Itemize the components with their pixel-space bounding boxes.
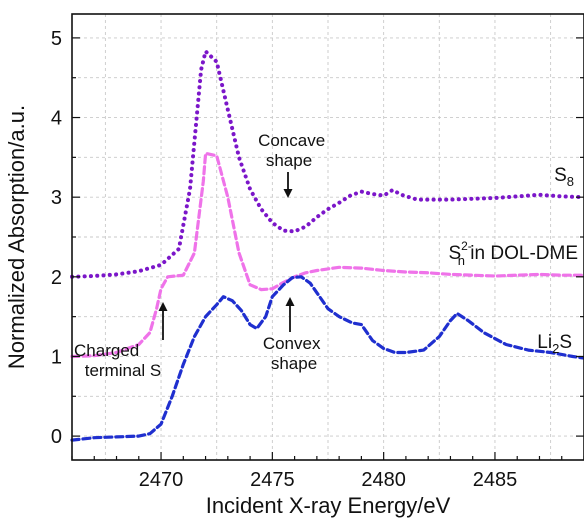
y-tick-label: 0: [51, 426, 62, 448]
annotation-convex-line1: Convex: [263, 334, 321, 353]
x-tick-label: 2475: [250, 469, 295, 491]
x-tick-label: 2470: [139, 469, 184, 491]
svg-text:Charged terminal S: Charged terminal S: [74, 341, 161, 380]
y-tick-label: 3: [51, 187, 62, 209]
tick-labels: 2470 2475 2480 2485 0 1 2 3 4 5: [51, 28, 517, 491]
series-label-sn-sup: 2-: [461, 239, 472, 253]
series-label-li2s-main: Li: [537, 332, 552, 353]
series-line-0: [70, 49, 584, 279]
annotation-charged-line2: terminal S: [85, 361, 162, 380]
annotation-convex-line2: shape: [271, 354, 317, 373]
annotation-charged-line1: Charged: [74, 341, 139, 360]
annotation-charged-terminal: Charged terminal S: [74, 302, 168, 380]
annotation-concave-line1: Concave: [258, 131, 325, 150]
y-tick-label: 5: [51, 28, 62, 50]
series-label-s8-main: S: [554, 165, 567, 186]
series-label-s8: S8: [554, 165, 574, 189]
y-tick-label: 2: [51, 267, 62, 289]
series-label-li2s-rest: S: [559, 332, 572, 353]
series-label-li2s: Li2S: [537, 332, 572, 356]
annotation-convex: Convex shape: [263, 297, 325, 373]
series-layer: [70, 49, 584, 442]
series-label-sn-sub: n: [458, 253, 465, 268]
annotation-concave: Concave shape: [258, 131, 330, 198]
series-label-sn: S2-n in DOL-DME: [448, 239, 578, 268]
svg-text:Convex shape: Convex shape: [263, 334, 325, 373]
series-label-sn-main: S: [448, 243, 461, 264]
x-axis-label: Incident X-ray Energy/eV: [206, 493, 451, 518]
grid-lines: [72, 14, 584, 460]
y-tick-label: 4: [51, 108, 62, 130]
series-label-s8-sub: 8: [567, 174, 574, 189]
x-tick-label: 2485: [473, 469, 518, 491]
series-line-1: [70, 151, 584, 359]
series-label-sn-rest: in DOL-DME: [465, 243, 578, 264]
annotation-concave-line2: shape: [266, 151, 312, 170]
axis-ticks: [71, 37, 584, 460]
series-label-li2s-sub: 2: [552, 341, 559, 356]
y-axis-label: Normalized Absorption/a.u.: [4, 105, 29, 369]
series-line-2: [70, 275, 584, 442]
y-tick-label: 1: [51, 346, 62, 368]
x-tick-label: 2480: [361, 469, 406, 491]
svg-text:Concave shape: Concave shape: [258, 131, 330, 170]
